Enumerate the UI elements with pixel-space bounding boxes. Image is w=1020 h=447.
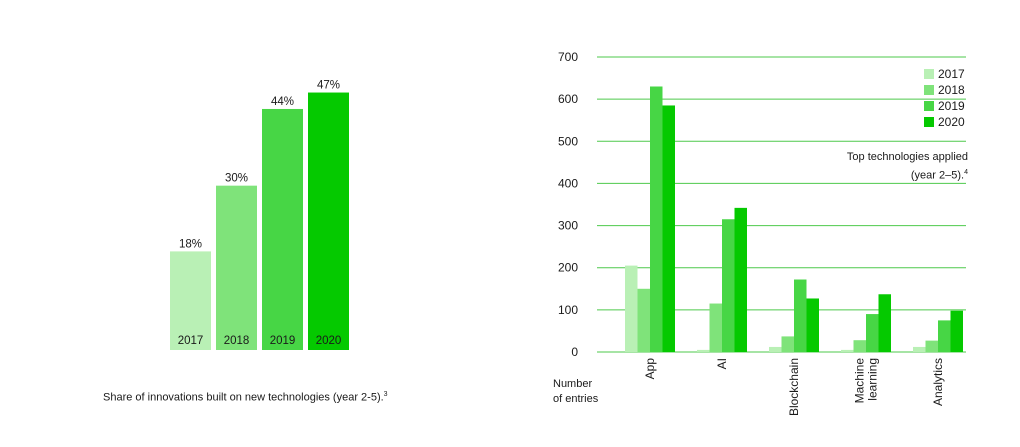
right-chart-annotation: Top technologies applied (year 2–5).4 — [846, 151, 968, 182]
left-bar-value-label: 30% — [225, 173, 248, 185]
left-bar-2019 — [262, 108, 303, 350]
y-tick-label: 700 — [558, 50, 578, 64]
right-bar-analytics-2017 — [913, 346, 926, 352]
left-bar-value-label: 44% — [271, 96, 294, 108]
y-tick-label: 600 — [558, 92, 578, 106]
y-tick-label: 0 — [571, 345, 578, 359]
right-bar-ai-2019 — [722, 219, 735, 352]
x-category-label: learning — [866, 358, 880, 401]
x-category-label: Machine — [853, 358, 867, 404]
right-bar-machine-learning-2020 — [878, 294, 891, 352]
right-bar-analytics-2018 — [925, 340, 938, 352]
left-bar-2020 — [308, 92, 349, 350]
y-tick-label: 500 — [558, 134, 578, 148]
left-bar-2018 — [216, 185, 257, 350]
x-category-label: AI — [715, 358, 729, 369]
left-chart-caption: Share of innovations built on new techno… — [103, 391, 388, 404]
x-category-label: Blockchain — [787, 358, 801, 416]
right-bar-blockchain-2020 — [806, 298, 819, 352]
right-bar-blockchain-2017 — [769, 346, 782, 352]
right-bar-analytics-2020 — [950, 310, 963, 352]
x-category-label: Analytics — [931, 358, 945, 406]
right-bar-ai-2018 — [709, 303, 722, 352]
right-bar-ai-2020 — [734, 207, 747, 352]
legend-swatch-2020 — [924, 117, 934, 127]
legend-label: 2017 — [938, 67, 965, 81]
right-bar-app-2018 — [637, 288, 650, 352]
y-tick-label: 300 — [558, 219, 578, 233]
y-tick-label: 400 — [558, 176, 578, 190]
right-bar-analytics-2019 — [938, 320, 951, 352]
left-bar-year-label: 2018 — [224, 335, 250, 347]
x-category-label: App — [643, 358, 657, 380]
right-bar-machine-learning-2017 — [841, 349, 854, 352]
legend-swatch-2017 — [924, 69, 934, 79]
legend-label: 2019 — [938, 99, 965, 113]
legend-swatch-2018 — [924, 85, 934, 95]
legend-label: 2018 — [938, 83, 965, 97]
left-bar-value-label: 18% — [179, 238, 202, 250]
legend-label: 2020 — [938, 115, 965, 129]
left-bar-year-label: 2017 — [178, 335, 204, 347]
right-bar-machine-learning-2018 — [853, 340, 866, 352]
right-bar-machine-learning-2019 — [866, 314, 879, 352]
right-bar-app-2019 — [650, 86, 663, 352]
left-bar-2017 — [170, 251, 211, 350]
right-bar-blockchain-2019 — [794, 279, 807, 352]
left-bar-value-label: 47% — [317, 80, 340, 92]
y-axis-title: Number of entries — [553, 378, 599, 405]
right-bar-app-2020 — [662, 105, 675, 352]
legend-swatch-2019 — [924, 101, 934, 111]
left-bar-year-label: 2019 — [270, 335, 296, 347]
left-bar-year-label: 2020 — [316, 335, 342, 347]
right-bar-app-2017 — [625, 265, 638, 352]
right-bar-blockchain-2018 — [781, 336, 794, 352]
y-tick-label: 100 — [558, 303, 578, 317]
y-tick-label: 200 — [558, 261, 578, 275]
right-bar-ai-2017 — [697, 349, 710, 352]
